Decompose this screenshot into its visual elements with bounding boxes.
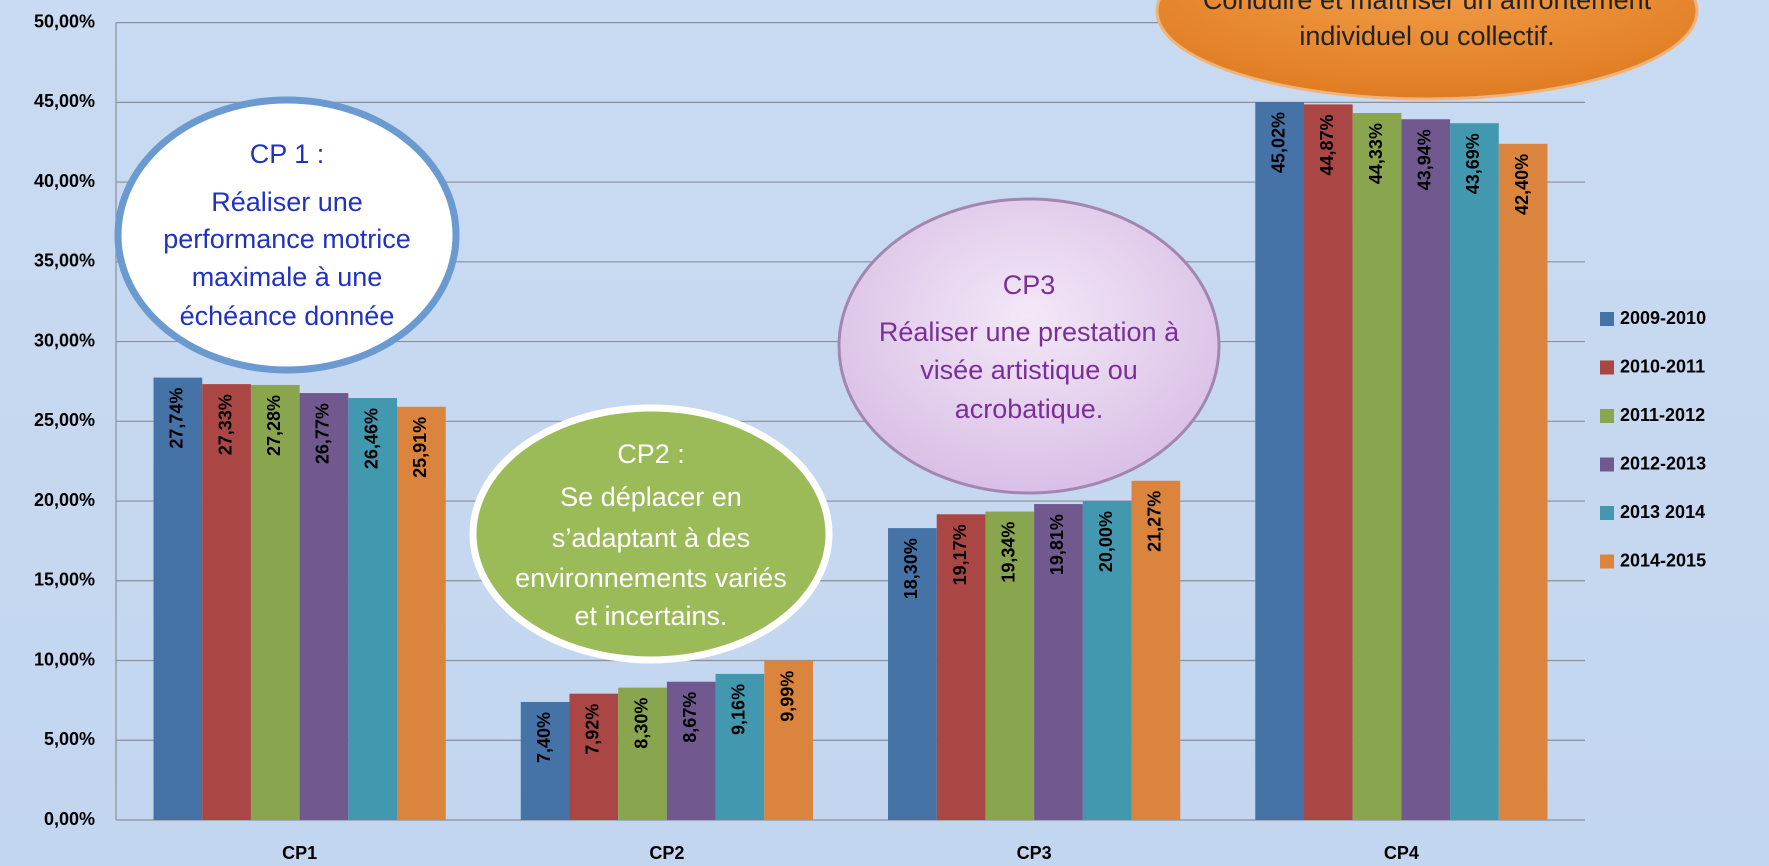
legend-swatch xyxy=(1600,554,1614,569)
callout-text: échéance donnée xyxy=(180,301,395,331)
y-tick-label: 30,00% xyxy=(34,330,95,350)
bar xyxy=(1303,104,1353,821)
value-label: 45,02% xyxy=(1268,112,1288,173)
y-tick-label: 25,00% xyxy=(34,410,95,430)
y-tick-label: 35,00% xyxy=(34,251,95,271)
bar xyxy=(888,528,937,820)
x-tick-label: CP1 xyxy=(282,843,317,863)
callout-text: acrobatique. xyxy=(955,394,1104,424)
bar xyxy=(1082,501,1132,820)
value-label: 42,40% xyxy=(1512,154,1532,215)
callout-text: environnements variés xyxy=(515,563,787,593)
callout-text: s’adaptant à des xyxy=(552,523,750,553)
callout-text: CP 1 : xyxy=(250,139,325,169)
callout-text: CP3 xyxy=(1003,270,1056,300)
legend-label: 2011-2012 xyxy=(1620,405,1705,425)
bar xyxy=(1498,143,1548,820)
y-tick-label: 0,00% xyxy=(44,809,95,829)
callout xyxy=(114,96,460,374)
callout-text: Conduire et maîtriser un affrontement xyxy=(1203,0,1652,15)
callout-text: visée artistique ou xyxy=(920,355,1138,385)
value-label: 27,28% xyxy=(264,395,284,456)
callout-text: performance motrice xyxy=(163,224,411,254)
value-label: 44,33% xyxy=(1366,123,1386,184)
x-tick-label: CP4 xyxy=(1384,843,1419,863)
legend-label: 2009-2010 xyxy=(1620,308,1706,328)
bar xyxy=(348,398,398,820)
legend-label: 2012-2013 xyxy=(1620,453,1706,473)
callout-text: Réaliser une xyxy=(211,187,363,217)
bar xyxy=(397,406,446,820)
y-tick-label: 45,00% xyxy=(34,91,95,111)
value-label: 20,00% xyxy=(1096,511,1116,572)
bar xyxy=(985,511,1035,820)
value-label: 27,74% xyxy=(167,388,187,449)
value-label: 27,33% xyxy=(215,394,235,455)
y-tick-label: 50,00% xyxy=(34,11,95,31)
legend-label: 2013 2014 xyxy=(1620,502,1705,522)
callout-text: et incertains. xyxy=(574,601,727,631)
y-tick-label: 15,00% xyxy=(34,570,95,590)
bar xyxy=(1352,113,1402,821)
y-tick-label: 20,00% xyxy=(34,490,95,510)
legend-label: 2010-2011 xyxy=(1620,356,1705,376)
bar xyxy=(936,514,986,820)
bar xyxy=(1034,504,1083,820)
bar xyxy=(569,693,619,820)
value-label: 21,27% xyxy=(1145,491,1165,552)
bar xyxy=(202,384,251,820)
callout xyxy=(837,197,1221,495)
value-label: 44,87% xyxy=(1317,114,1337,175)
callout xyxy=(469,404,833,664)
callout-text: maximale à une xyxy=(192,262,383,292)
value-label: 9,99% xyxy=(777,671,797,722)
value-label: 19,81% xyxy=(1047,514,1067,575)
bar xyxy=(299,393,349,820)
value-label: 8,67% xyxy=(680,692,700,743)
x-tick-label: CP3 xyxy=(1017,843,1052,863)
bar xyxy=(153,377,203,820)
value-label: 7,40% xyxy=(534,712,554,763)
callout-text: individuel ou collectif. xyxy=(1299,21,1554,51)
y-tick-label: 40,00% xyxy=(34,171,95,191)
legend-swatch xyxy=(1600,409,1614,423)
value-label: 26,46% xyxy=(361,408,381,469)
value-label: 8,30% xyxy=(631,698,651,749)
legend-swatch xyxy=(1600,312,1614,326)
legend-label: 2014-2015 xyxy=(1620,550,1706,570)
value-label: 19,34% xyxy=(999,522,1019,583)
bar xyxy=(1450,123,1499,821)
value-label: 19,17% xyxy=(950,524,970,585)
bar xyxy=(618,687,667,820)
bar xyxy=(1255,102,1304,820)
callout-text: Se déplacer en xyxy=(560,482,742,512)
y-tick-label: 5,00% xyxy=(44,729,95,749)
value-label: 43,69% xyxy=(1463,133,1483,194)
x-tick-label: CP2 xyxy=(649,843,684,863)
y-tick-label: 10,00% xyxy=(34,649,95,669)
value-label: 7,92% xyxy=(583,704,603,755)
legend-swatch xyxy=(1600,360,1614,375)
callout-text: Réaliser une prestation à xyxy=(879,317,1180,347)
bar xyxy=(764,660,813,820)
value-label: 9,16% xyxy=(729,684,749,735)
bar xyxy=(666,681,716,820)
callout xyxy=(1155,0,1699,101)
legend-swatch xyxy=(1600,457,1614,472)
value-label: 18,30% xyxy=(901,538,921,599)
bar xyxy=(1401,119,1451,821)
value-label: 26,77% xyxy=(313,403,333,464)
callout-text: CP2 : xyxy=(617,439,685,469)
bar xyxy=(520,701,570,820)
bar xyxy=(715,673,765,820)
bar xyxy=(250,384,300,820)
bar xyxy=(1131,480,1181,820)
value-label: 25,91% xyxy=(410,417,430,478)
value-label: 43,94% xyxy=(1414,129,1434,190)
legend-swatch xyxy=(1600,506,1614,520)
